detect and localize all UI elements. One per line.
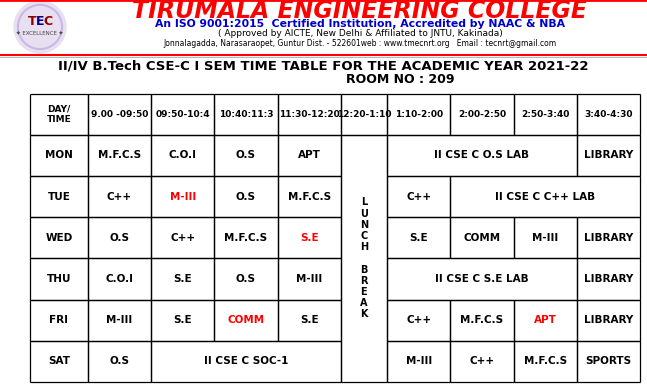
Text: S.E: S.E [173,274,192,284]
Text: TUE: TUE [47,192,71,202]
Text: COMM: COMM [463,233,501,243]
Text: DAY/
TIME: DAY/ TIME [47,104,71,124]
Text: FRI: FRI [49,315,69,325]
Text: O.S: O.S [236,274,256,284]
Text: 10:40:11:3: 10:40:11:3 [219,110,273,119]
Text: Jonnalagadda, Narasaraopet, Guntur Dist. - 522601web : www.tmecnrt.org   Email :: Jonnalagadda, Narasaraopet, Guntur Dist.… [164,40,556,49]
Text: 2:00-2:50: 2:00-2:50 [458,110,506,119]
Text: C.O.I: C.O.I [169,151,197,161]
Text: M.F.C.S: M.F.C.S [225,233,267,243]
Text: II/IV B.Tech CSE-C I SEM TIME TABLE FOR THE ACADEMIC YEAR 2021-22: II/IV B.Tech CSE-C I SEM TIME TABLE FOR … [58,60,588,73]
Text: THU: THU [47,274,71,284]
Text: 11:30-12:20: 11:30-12:20 [279,110,340,119]
Text: C++: C++ [406,192,432,202]
Text: II CSE C S.E LAB: II CSE C S.E LAB [435,274,529,284]
Text: S.E: S.E [410,233,428,243]
Text: O.S: O.S [109,233,129,243]
Text: C: C [43,15,52,28]
Text: S.E: S.E [300,315,318,325]
Text: 9.00 -09:50: 9.00 -09:50 [91,110,148,119]
Text: O.S: O.S [236,151,256,161]
Text: M-III: M-III [296,274,322,284]
Text: II CSE C SOC-1: II CSE C SOC-1 [204,357,288,367]
Text: C.O.I: C.O.I [105,274,133,284]
Text: 2:50-3:40: 2:50-3:40 [521,110,569,119]
Text: C++: C++ [107,192,132,202]
Text: O.S: O.S [109,357,129,367]
Text: C++: C++ [406,315,432,325]
Text: COMM: COMM [227,315,265,325]
Text: 12:20-1:10: 12:20-1:10 [336,110,391,119]
Text: M.F.C.S: M.F.C.S [98,151,141,161]
Text: M-III: M-III [406,357,432,367]
Text: LIBRARY: LIBRARY [584,151,633,161]
Text: TIRUMALA ENGINEERING COLLEGE: TIRUMALA ENGINEERING COLLEGE [133,0,587,23]
Text: II CSE C C++ LAB: II CSE C C++ LAB [495,192,595,202]
Text: M.F.C.S: M.F.C.S [288,192,331,202]
Text: SPORTS: SPORTS [586,357,631,367]
Text: ( Approved by AICTE, New Delhi & Affiliated to JNTU, Kakinada): ( Approved by AICTE, New Delhi & Affilia… [217,30,502,38]
Text: LIBRARY: LIBRARY [584,315,633,325]
Text: 3:40-4:30: 3:40-4:30 [584,110,633,119]
Text: SAT: SAT [48,357,70,367]
Text: LIBRARY: LIBRARY [584,274,633,284]
Text: C++: C++ [170,233,195,243]
Text: LIBRARY: LIBRARY [584,233,633,243]
Text: E: E [36,15,44,28]
Text: ROOM NO : 209: ROOM NO : 209 [345,73,454,86]
Text: S.E: S.E [173,315,192,325]
Text: APT: APT [298,151,321,161]
Text: M.F.C.S: M.F.C.S [461,315,503,325]
Text: L
U
N
C
H

B
R
E
A
K: L U N C H B R E A K [360,198,368,320]
Text: II CSE C O.S LAB: II CSE C O.S LAB [434,151,529,161]
Text: An ISO 9001:2015  Certified Institution, Accredited by NAAC & NBA: An ISO 9001:2015 Certified Institution, … [155,19,565,29]
Text: APT: APT [534,315,556,325]
Text: M-III: M-III [170,192,196,202]
Text: 1:10-2:00: 1:10-2:00 [395,110,443,119]
Text: ✦ EXCELLENCE ✦: ✦ EXCELLENCE ✦ [16,31,63,36]
Text: S.E: S.E [300,233,318,243]
Text: M.F.C.S: M.F.C.S [523,357,567,367]
Text: T: T [28,15,36,28]
Text: M-III: M-III [532,233,558,243]
Text: MON: MON [45,151,73,161]
Text: 09:50-10:4: 09:50-10:4 [155,110,210,119]
Text: C++: C++ [469,357,494,367]
Text: O.S: O.S [236,192,256,202]
Circle shape [14,1,66,53]
Text: M-III: M-III [106,315,133,325]
Text: WED: WED [45,233,72,243]
